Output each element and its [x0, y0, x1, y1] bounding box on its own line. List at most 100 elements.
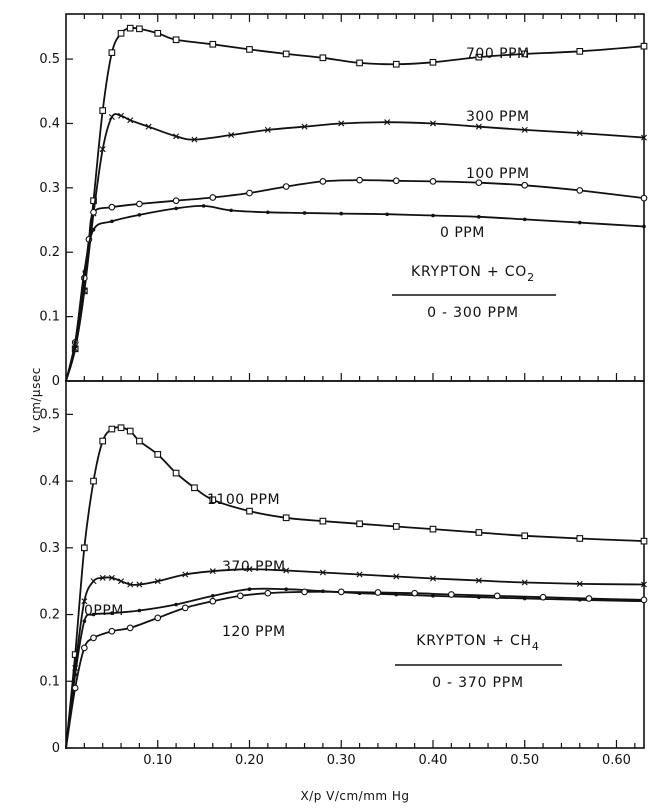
data-point — [392, 523, 400, 530]
data-point — [110, 219, 114, 224]
data-point — [108, 203, 116, 211]
data-point — [82, 619, 87, 624]
data-point — [392, 60, 400, 68]
curve-label: 0PPM — [84, 603, 124, 619]
data-point — [108, 114, 115, 121]
gas-mixture-label: KRYPTON + CO2 — [411, 264, 535, 284]
series-line — [65, 587, 645, 749]
data-point — [110, 611, 114, 616]
y-tick-label: 0.2 — [39, 245, 60, 260]
y-tick-label: 0.5 — [39, 407, 60, 422]
data-point — [99, 146, 106, 153]
data-point — [356, 571, 363, 578]
y-tick-label: 0.2 — [39, 608, 60, 623]
x-tick-label: 0.40 — [419, 753, 448, 768]
data-point — [477, 595, 481, 599]
data-point — [246, 507, 253, 515]
data-point — [356, 59, 363, 67]
data-point — [429, 178, 437, 185]
data-point — [73, 672, 77, 677]
y-tick-label: 0.3 — [39, 541, 60, 556]
series-line — [65, 568, 645, 749]
data-point — [384, 119, 391, 126]
shared-axis-labels: v cm/μsec X/p V/cm/mm Hg — [29, 367, 409, 803]
y-tick-label: 0.1 — [39, 674, 60, 689]
data-point — [640, 42, 648, 50]
curve-label: 100 PPM — [466, 166, 530, 182]
series-line — [65, 179, 645, 382]
data-point — [475, 123, 482, 130]
y-tick-label: 0.5 — [39, 52, 60, 67]
series-120-ppm — [65, 588, 648, 749]
curve-label: 300 PPM — [466, 109, 530, 125]
x-tick-label: 0.60 — [602, 753, 631, 768]
data-point — [266, 210, 270, 215]
y-tick-label: 0.3 — [39, 181, 60, 196]
data-point — [126, 427, 134, 435]
data-point — [522, 596, 527, 601]
data-point — [154, 614, 162, 622]
data-point — [284, 587, 288, 591]
data-point — [429, 58, 437, 66]
data-point — [136, 200, 143, 208]
curve-label: 0 PPM — [440, 225, 485, 241]
y-tick-label: 0.4 — [39, 474, 60, 489]
data-point — [521, 181, 529, 189]
data-point — [137, 213, 142, 217]
data-point — [264, 126, 271, 133]
data-point — [585, 595, 593, 602]
plot-frame — [65, 13, 645, 382]
data-point — [246, 566, 253, 573]
data-point — [82, 269, 87, 274]
top-panel: 0 0.1 0.2 0.3 0.4 0.5 700 PPM 300 PPM 100 PPM 0 P… — [39, 13, 648, 389]
data-point — [126, 624, 134, 632]
data-point — [374, 589, 382, 596]
data-point — [172, 197, 180, 205]
y-axis-label: v cm/μsec — [29, 367, 43, 433]
data-point — [118, 578, 125, 585]
data-point — [475, 53, 483, 61]
data-point — [90, 197, 97, 205]
data-point — [99, 107, 107, 114]
x-tick-label: 0.20 — [235, 753, 264, 768]
data-point — [247, 587, 252, 591]
data-point — [209, 496, 217, 504]
data-point — [338, 120, 345, 127]
data-point — [493, 592, 501, 600]
data-point — [339, 211, 344, 216]
data-point — [356, 520, 363, 528]
data-point — [117, 29, 125, 37]
data-point — [302, 211, 307, 215]
data-point — [431, 594, 435, 598]
data-point — [641, 581, 647, 588]
data-point — [99, 574, 106, 581]
data-point — [154, 29, 162, 37]
data-point — [191, 484, 198, 492]
series-line — [65, 590, 645, 749]
series-100-ppm — [65, 176, 648, 382]
data-point — [209, 597, 217, 605]
x-axis-label: X/p V/cm/mm Hg — [300, 789, 409, 803]
data-point — [576, 130, 583, 137]
data-point — [477, 215, 481, 219]
data-point — [576, 47, 584, 55]
data-point — [228, 132, 235, 139]
data-point — [136, 437, 143, 445]
data-point — [90, 208, 97, 216]
y-tick-label: 0.1 — [39, 310, 60, 325]
data-point — [90, 634, 97, 642]
data-point — [209, 568, 216, 575]
data-point — [393, 573, 400, 580]
plot-frame — [65, 380, 645, 749]
bottom-panel: 0 0.1 0.2 0.3 0.4 0.5 0.10 0.20 0.30 0.40 0.50 0.60… — [39, 380, 648, 768]
series-1100-ppm — [65, 424, 648, 749]
data-point — [475, 577, 482, 584]
data-point — [108, 49, 116, 56]
data-point — [246, 189, 253, 197]
x-tick-label: 0.30 — [327, 753, 356, 768]
data-point — [181, 604, 189, 612]
data-point — [99, 437, 107, 445]
data-point — [283, 567, 290, 574]
data-point — [173, 133, 180, 140]
